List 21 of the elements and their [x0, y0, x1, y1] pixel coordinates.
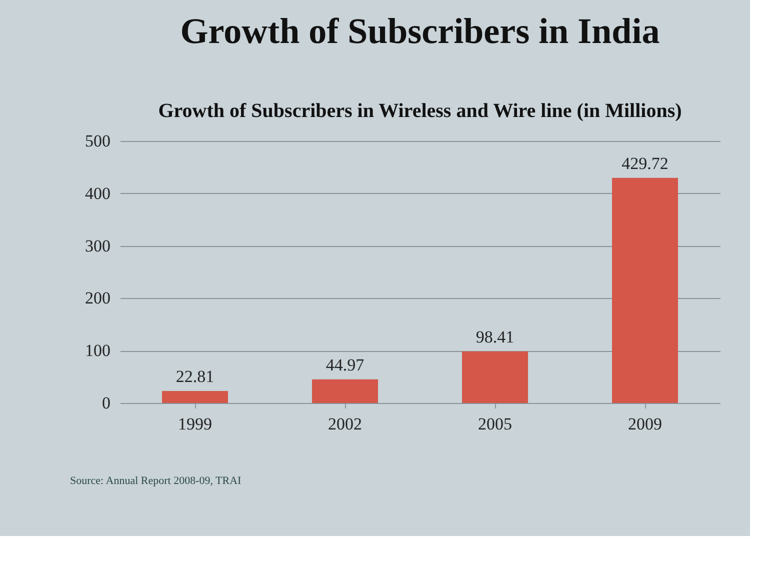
x-tick-label: 2005 — [478, 414, 512, 434]
bar — [312, 379, 378, 403]
chart-title: Growth of Subscribers in India — [180, 11, 660, 51]
y-tick-label: 0 — [102, 394, 110, 412]
data-label: 22.81 — [176, 367, 214, 386]
y-tick-label: 100 — [85, 341, 110, 360]
source-note: Source: Annual Report 2008-09, TRAI — [70, 475, 242, 487]
bar — [612, 178, 678, 403]
bar — [162, 391, 228, 403]
y-tick-label: 400 — [85, 184, 110, 203]
y-tick-label: 500 — [85, 132, 110, 150]
y-tick-label: 300 — [85, 236, 110, 256]
x-tick-label: 2002 — [328, 414, 362, 434]
data-label: 98.41 — [476, 327, 514, 346]
data-label: 429.72 — [622, 154, 668, 173]
bar — [462, 351, 528, 403]
x-tick-label: 1999 — [178, 414, 212, 434]
data-label: 44.97 — [326, 355, 365, 374]
chart-subtitle: Growth of Subscribers in Wireless and Wire line (in Millions) — [158, 100, 682, 122]
y-tick-label: 200 — [85, 288, 110, 308]
x-tick-label: 2009 — [628, 414, 662, 434]
